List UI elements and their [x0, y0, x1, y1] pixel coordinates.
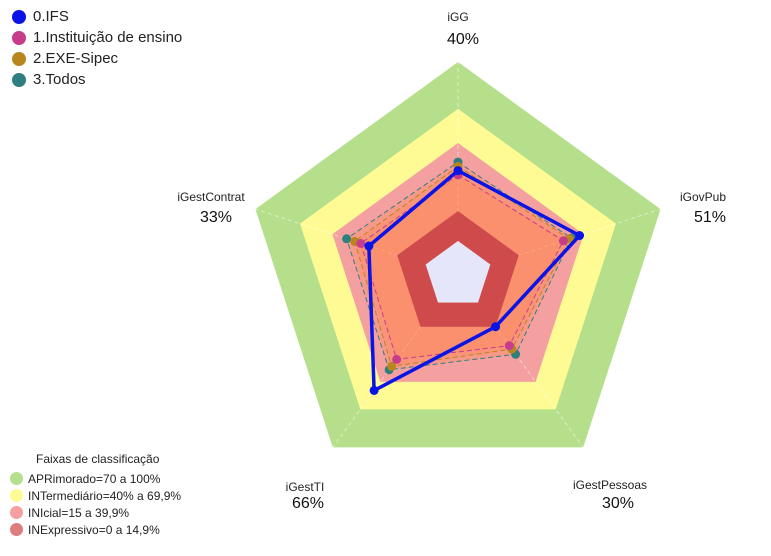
series-legend: 0.IFS 1.Instituição de ensino 2.EXE-Sipe… [12, 6, 182, 90]
band-marker [10, 506, 23, 519]
legend-marker [12, 30, 26, 45]
legend-marker [12, 9, 26, 24]
data-point-ifs [364, 241, 374, 251]
axis-value-igestcontrat: 33% [199, 209, 233, 226]
axis-label-igestpessoas: iGestPessoas [572, 478, 648, 492]
bands-legend-title: Faixas de classificação [36, 452, 160, 466]
data-point [392, 354, 402, 364]
data-point-ifs [453, 166, 463, 176]
data-point-ifs [369, 385, 379, 395]
axis-label-igovpub: iGovPub [679, 190, 727, 204]
data-point [387, 361, 397, 371]
legend-marker [12, 51, 26, 66]
data-point [558, 236, 568, 246]
axis-label-igestti: iGestTI [285, 480, 325, 494]
data-point-ifs [491, 322, 501, 332]
axis-label-igg: iGG [447, 10, 469, 24]
band-item: INIcial=15 a 39,9% [10, 504, 181, 521]
legend-item-exe-sipec[interactable]: 2.EXE-Sipec [12, 48, 182, 69]
series-line-ifs [367, 168, 582, 393]
legend-item-instituicao[interactable]: 1.Instituição de ensino [12, 27, 182, 48]
axis-value-igestti: 66% [291, 495, 325, 512]
data-point [356, 238, 366, 248]
data-point [342, 234, 352, 244]
data-point [504, 341, 514, 351]
band-marker [10, 489, 23, 502]
axis-value-igovpub: 51% [693, 209, 727, 226]
band-center-top [425, 240, 491, 303]
axis-label-igestcontrat: iGestContrat [177, 190, 245, 204]
legend-item-todos[interactable]: 3.Todos [12, 69, 182, 90]
legend-item-ifs[interactable]: 0.IFS [12, 6, 182, 27]
band-item: INTermediário=40% a 69,9% [10, 487, 181, 504]
axis-value-igg: 40% [446, 31, 480, 48]
band-item: APRimorado=70 a 100% [10, 470, 181, 487]
data-point-ifs [575, 231, 585, 241]
band-marker [10, 472, 23, 485]
band-inexpressivo-ring [397, 211, 519, 327]
bands-legend: Faixas de classificação APRimorado=70 a … [10, 452, 181, 538]
legend-marker [12, 72, 26, 87]
axis-value-igestpessoas: 30% [601, 495, 635, 512]
band-item: INExpressivo=0 a 14,9% [10, 521, 181, 538]
band-marker [10, 523, 23, 536]
